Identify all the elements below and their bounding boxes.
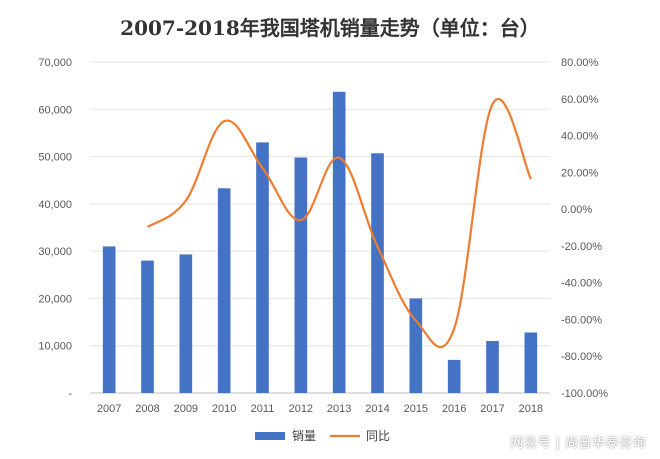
x-tick-label-2017: 2017 bbox=[480, 403, 504, 415]
x-tick-label-2011: 2011 bbox=[251, 403, 275, 415]
left-axis-tick-label: 40,000 bbox=[38, 199, 72, 211]
right-axis-tick-label: -60.00% bbox=[561, 314, 602, 326]
x-tick-label-2007: 2007 bbox=[97, 403, 121, 415]
bar-2011 bbox=[256, 142, 269, 393]
left-axis-tick-label: 10,000 bbox=[38, 341, 72, 353]
legend-label-yoy: 同比 bbox=[366, 429, 390, 443]
left-axis-tick-label: 30,000 bbox=[38, 246, 72, 258]
right-axis-tick-label: 0.00% bbox=[561, 204, 592, 216]
bar-2014 bbox=[371, 153, 384, 393]
right-axis-tick-label: -80.00% bbox=[561, 351, 602, 363]
watermark: 网易号 | 尚普华泰咨询 bbox=[510, 436, 646, 451]
bar-2009 bbox=[179, 254, 193, 393]
legend-bar-swatch bbox=[255, 432, 285, 440]
bar-2007 bbox=[102, 246, 116, 393]
left-axis-tick-label: 20,000 bbox=[38, 293, 72, 305]
bar-2018 bbox=[524, 332, 538, 393]
x-tick-label-2008: 2008 bbox=[135, 403, 159, 415]
x-tick-label-2012: 2012 bbox=[289, 403, 313, 415]
left-axis-tick-label: 60,000 bbox=[38, 104, 72, 116]
x-tick-label-2018: 2018 bbox=[519, 403, 543, 415]
x-tick-label-2015: 2015 bbox=[404, 403, 428, 415]
right-axis-tick-label: 60.00% bbox=[561, 94, 599, 106]
right-axis-tick-label: -40.00% bbox=[561, 278, 602, 290]
legend-label-sales: 销量 bbox=[292, 429, 316, 443]
x-tick-label-2016: 2016 bbox=[442, 403, 466, 415]
left-axis-tick-label: 50,000 bbox=[38, 152, 72, 164]
right-axis-tick-label: 40.00% bbox=[561, 131, 599, 143]
x-tick-label-2013: 2013 bbox=[327, 403, 351, 415]
left-axis-tick-label: - bbox=[68, 388, 72, 400]
right-axis-tick-label: 20.00% bbox=[561, 167, 599, 179]
x-tick-label-2009: 2009 bbox=[174, 403, 198, 415]
right-axis-tick-label: -100.00% bbox=[561, 388, 608, 400]
x-tick-label-2014: 2014 bbox=[365, 403, 389, 415]
bar-2012 bbox=[294, 157, 308, 393]
bar-2017 bbox=[486, 340, 499, 393]
left-axis-tick-label: 70,000 bbox=[38, 57, 72, 69]
x-tick-label-2010: 2010 bbox=[212, 403, 236, 415]
right-axis-tick-label: 80.00% bbox=[561, 57, 599, 69]
bar-2008 bbox=[141, 260, 154, 393]
bar-2013 bbox=[332, 91, 346, 393]
bar-2010 bbox=[217, 188, 231, 393]
bar-2015 bbox=[409, 298, 423, 393]
bar-2016 bbox=[447, 359, 461, 393]
right-axis-tick-label: -20.00% bbox=[561, 241, 602, 253]
yoy-line bbox=[146, 98, 532, 348]
chart-title: 2007-2018年我国塔机销量走势（单位：台） bbox=[120, 16, 540, 40]
